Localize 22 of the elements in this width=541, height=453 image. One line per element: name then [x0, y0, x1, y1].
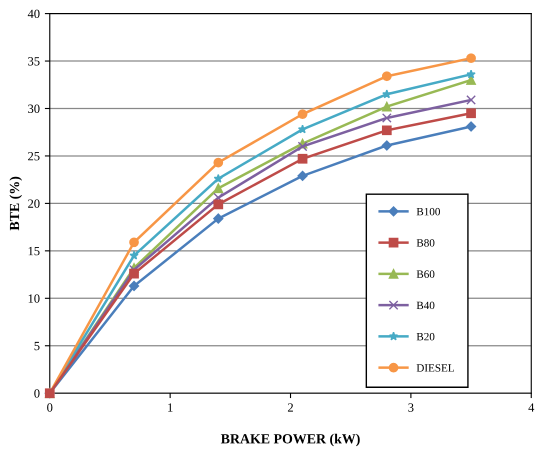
x-tick-label: 2 — [288, 403, 293, 412]
x-tick-label: 0 — [47, 403, 52, 412]
x-tick-label: 3 — [408, 403, 414, 412]
y-tick-label: 40 — [28, 10, 40, 18]
y-tick-label: 5 — [34, 342, 40, 350]
y-tick-label: 10 — [28, 294, 40, 303]
y-tick-label: 35 — [28, 57, 40, 66]
y-tick-label: 30 — [28, 104, 40, 113]
x-tick-label: 1 — [168, 403, 173, 412]
y-axis-title: BTE (%) — [9, 176, 22, 230]
legend-label: B80 — [416, 239, 434, 247]
legend-label: DIESEL — [416, 364, 454, 372]
y-tick-label: 0 — [34, 389, 40, 398]
legend-label: B20 — [416, 332, 434, 340]
legend-label: B60 — [416, 270, 434, 278]
legend-label: B100 — [416, 208, 440, 216]
y-tick-label: 15 — [28, 246, 40, 256]
y-tick-label: 25 — [28, 152, 40, 160]
x-axis-title: BRAKE POWER (kW) — [220, 434, 360, 446]
x-tick-label: 4 — [528, 403, 534, 412]
y-tick-label: 20 — [28, 199, 40, 208]
legend-label: B40 — [416, 302, 434, 310]
